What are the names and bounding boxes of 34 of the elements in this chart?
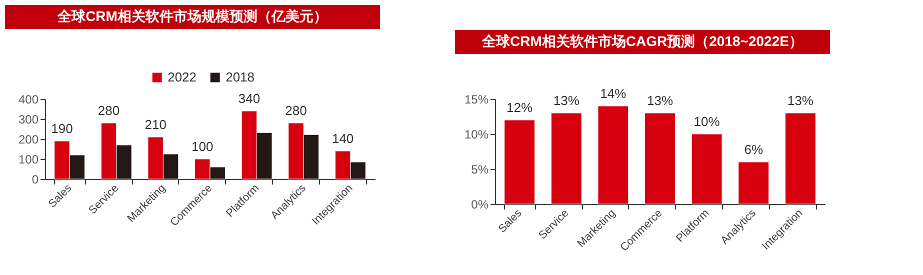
y-tick-label: 0 [32,172,39,186]
data-label: 190 [51,121,73,136]
data-label: 13% [646,93,674,108]
bar [504,120,536,204]
bar [550,112,582,204]
y-tick-label: 5% [471,162,489,176]
y-tick-label: 10% [464,128,489,142]
y-tick-label: 300 [18,112,39,126]
bar [738,162,770,204]
y-tick-label: 200 [18,132,39,146]
data-label: 280 [285,103,307,118]
data-label: 14% [600,86,627,101]
y-tick-label: 15% [464,92,489,106]
y-tick-label: 100 [18,152,39,166]
data-label: 10% [694,114,720,129]
data-label: 13% [787,93,814,108]
legend-label: 2022 [168,70,197,85]
bar [784,112,816,204]
data-label: 280 [98,103,120,118]
data-label: 6% [744,142,764,157]
y-tick-label: 400 [18,92,39,106]
bar [598,106,629,204]
data-label: 340 [238,91,260,106]
data-label: 12% [506,100,534,115]
data-label: 13% [553,93,580,108]
bar [644,112,676,204]
data-label: 100 [192,139,214,154]
data-label: 140 [332,131,354,146]
y-tick-label: 0% [471,198,489,212]
chart-title: 全球CRM相关软件市场规模预测（亿美元） [56,8,328,24]
chart-title: 全球CRM相关软件市场CAGR预测（2018~2022E） [481,33,803,49]
data-label: 210 [144,117,166,132]
bar [691,134,722,204]
legend-label: 2018 [226,70,255,85]
